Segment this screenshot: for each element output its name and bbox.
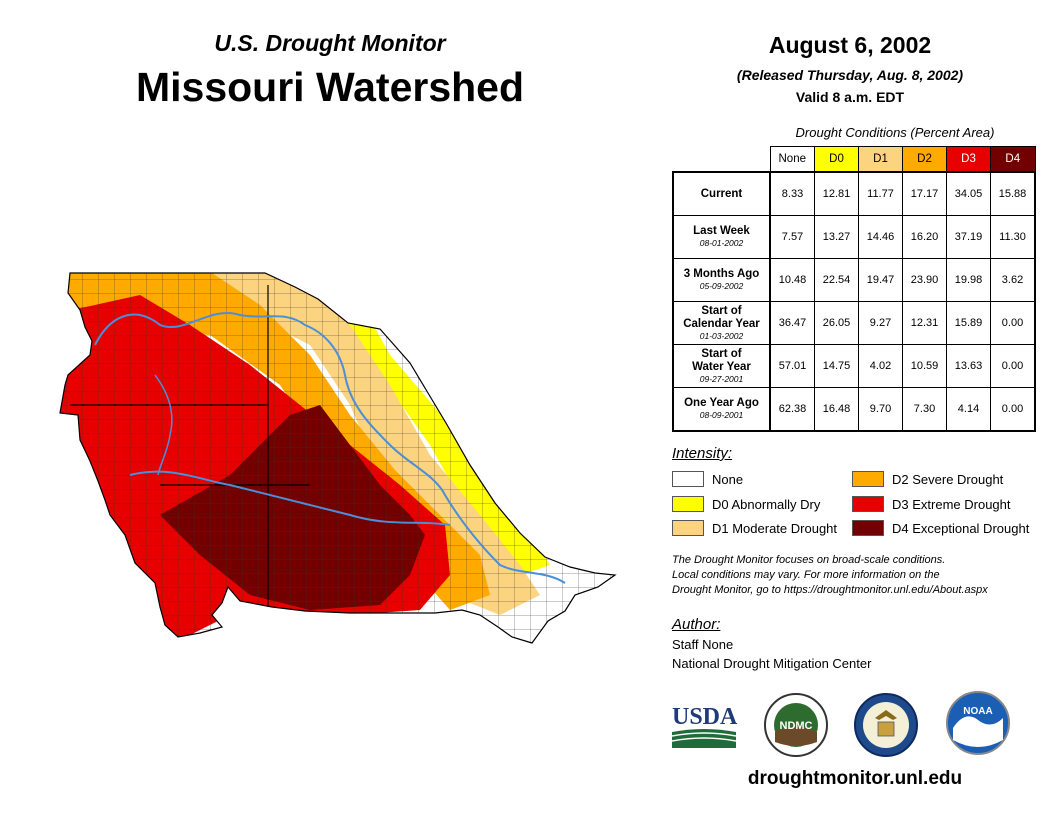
table-cell: 17.17 <box>902 171 947 216</box>
legend-swatch <box>672 496 704 512</box>
row-label: Last Week 08-01-2002 <box>672 215 771 259</box>
table-cell: 12.31 <box>902 301 947 345</box>
legend-swatch <box>672 520 704 536</box>
drought-conditions-table: None D0 D1 D2 D3 D4 Current 8.33 12.81 1… <box>672 146 1036 432</box>
table-cell: 15.89 <box>946 301 991 345</box>
table-cell: 9.27 <box>858 301 903 345</box>
table-cell: 13.63 <box>946 344 991 388</box>
col-d2: D2 <box>902 146 947 173</box>
legend-item-d1: D1 Moderate Drought <box>672 520 837 536</box>
table-row: Last Week 08-01-2002 7.57 13.27 14.46 16.… <box>672 215 1036 259</box>
table-cell: 3.62 <box>990 258 1036 302</box>
noaa-logo-icon: NOAA <box>946 691 1010 755</box>
table-cell: 4.02 <box>858 344 903 388</box>
col-d4: D4 <box>990 146 1036 173</box>
table-cell: 36.47 <box>769 301 815 345</box>
table-cell: 16.48 <box>814 387 859 432</box>
row-date: 08-09-2001 <box>699 410 744 420</box>
table-title: Drought Conditions (Percent Area) <box>795 125 995 140</box>
drought-map <box>59 272 617 644</box>
table-cell: 0.00 <box>990 344 1036 388</box>
legend-item-none: None <box>672 471 743 487</box>
table-cell: 7.30 <box>902 387 947 432</box>
row-date: 05-09-2002 <box>699 281 744 291</box>
table-row: 3 Months Ago 05-09-2002 10.48 22.54 19.47… <box>672 258 1036 302</box>
legend-item-d4: D4 Exceptional Drought <box>852 520 1029 536</box>
row-label: Start of Water Year 09-27-2001 <box>672 344 771 388</box>
table-cell: 12.81 <box>814 171 859 216</box>
col-none: None <box>769 146 815 173</box>
legend-swatch <box>672 471 704 487</box>
legend-swatch <box>852 471 884 487</box>
table-cell: 8.33 <box>769 171 815 216</box>
valid-time: Valid 8 a.m. EDT <box>795 89 905 105</box>
author-name: Staff None <box>672 637 734 652</box>
row-label: Start of Calendar Year 01-03-2002 <box>672 301 771 345</box>
table-row: One Year Ago 08-09-2001 62.38 16.48 9.70 … <box>672 387 1036 432</box>
table-header-row: None D0 D1 D2 D3 D4 <box>673 146 1036 173</box>
author-title: Author: <box>672 616 721 633</box>
table-cell: 11.30 <box>990 215 1036 259</box>
table-row: Current 8.33 12.81 11.77 17.17 34.05 15.… <box>672 171 1036 216</box>
map-title: Missouri Watershed <box>135 64 525 110</box>
disclaimer-note: The Drought Monitor focuses on broad-sca… <box>672 554 988 596</box>
table-row: Start of Calendar Year 01-03-2002 36.47 26… <box>672 301 1036 345</box>
table-cell: 37.19 <box>946 215 991 259</box>
table-cell: 4.14 <box>946 387 991 432</box>
legend-item-d3: D3 Extreme Drought <box>852 496 1011 512</box>
release-date: (Released Thursday, Aug. 8, 2002) <box>736 67 964 83</box>
col-d1: D1 <box>858 146 903 173</box>
table-cell: 26.05 <box>814 301 859 345</box>
table-cell: 14.46 <box>858 215 903 259</box>
row-date: 08-01-2002 <box>699 238 744 248</box>
row-date: 09-27-2001 <box>699 373 744 384</box>
table-cell: 22.54 <box>814 258 859 302</box>
map-subtitle: U.S. Drought Monitor <box>214 30 446 56</box>
legend-swatch <box>852 520 884 536</box>
table-cell: 14.75 <box>814 344 859 388</box>
table-cell: 23.90 <box>902 258 947 302</box>
table-cell: 10.59 <box>902 344 947 388</box>
ndmc-logo-icon: NDMC <box>764 693 828 757</box>
website-url[interactable]: droughtmonitor.unl.edu <box>747 768 963 789</box>
legend-swatch <box>852 496 884 512</box>
svg-text:USDA: USDA <box>672 704 738 730</box>
table-cell: 62.38 <box>769 387 815 432</box>
table-cell: 19.47 <box>858 258 903 302</box>
legend-title: Intensity: <box>672 445 733 462</box>
table-cell: 7.57 <box>769 215 815 259</box>
table-cell: 19.98 <box>946 258 991 302</box>
commerce-seal-icon <box>854 693 918 757</box>
svg-text:NDMC: NDMC <box>780 720 813 732</box>
table-corner <box>673 147 770 173</box>
table-row: Start of Water Year 09-27-2001 57.01 14.75… <box>672 344 1036 388</box>
row-label: 3 Months Ago 05-09-2002 <box>672 258 771 302</box>
table-cell: 16.20 <box>902 215 947 259</box>
table-cell: 0.00 <box>990 301 1036 345</box>
table-cell: 0.00 <box>990 387 1036 432</box>
table-cell: 15.88 <box>990 171 1036 216</box>
col-d0: D0 <box>814 146 859 173</box>
row-label: Current <box>672 171 771 216</box>
author-org: National Drought Mitigation Center <box>672 656 872 671</box>
table-cell: 34.05 <box>946 171 991 216</box>
legend-item-d2: D2 Severe Drought <box>852 471 1003 487</box>
svg-text:NOAA: NOAA <box>963 706 992 717</box>
table-cell: 57.01 <box>769 344 815 388</box>
valid-date: August 6, 2002 <box>768 32 932 58</box>
legend-item-d0: D0 Abnormally Dry <box>672 496 820 512</box>
usda-logo-icon: USDA <box>671 704 738 748</box>
table-cell: 10.48 <box>769 258 815 302</box>
table-cell: 13.27 <box>814 215 859 259</box>
table-cell: 11.77 <box>858 171 903 216</box>
row-date: 01-03-2002 <box>699 330 744 341</box>
col-d3: D3 <box>946 146 991 173</box>
row-label: One Year Ago 08-09-2001 <box>672 387 771 432</box>
table-cell: 9.70 <box>858 387 903 432</box>
